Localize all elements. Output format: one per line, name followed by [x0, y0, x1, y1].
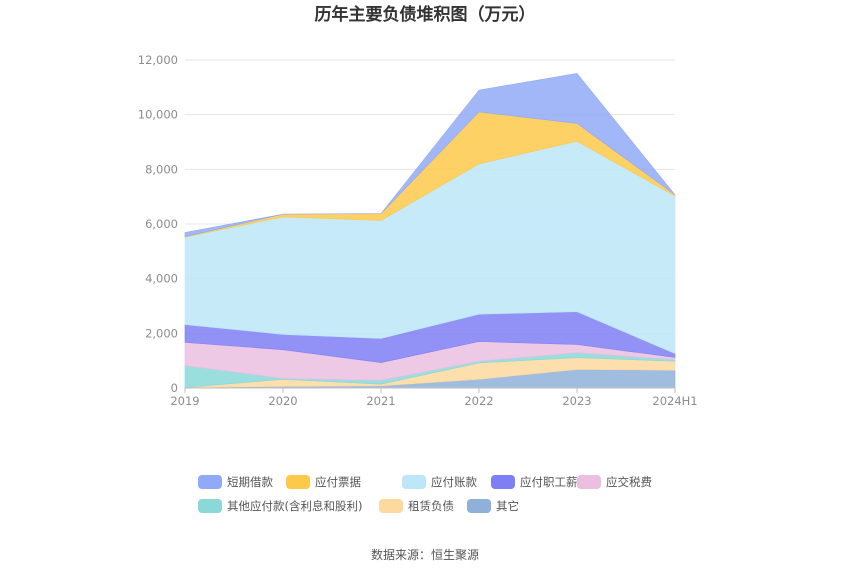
legend-label: 其它 [496, 499, 519, 513]
legend-swatch [467, 499, 491, 513]
x-tick-label: 2019 [170, 394, 199, 408]
legend-label: 短期借款 [227, 475, 273, 489]
legend-item[interactable]: 短期借款 [198, 475, 273, 489]
y-tick-label: 4,000 [145, 272, 178, 286]
y-tick-label: 0 [171, 381, 178, 395]
legend-item[interactable]: 应付账款 [402, 475, 477, 489]
x-tick-label: 2021 [366, 394, 395, 408]
y-tick-label: 10,000 [138, 108, 178, 122]
legend-item[interactable]: 应付职工薪酬 [491, 475, 589, 489]
data-source: 数据来源：恒生聚源 [371, 547, 479, 562]
axes: 0 2,000 4,000 6,000 8,000 10,000 12,000 2019 202… [138, 53, 698, 408]
legend-swatch [402, 475, 426, 489]
legend-swatch [491, 475, 515, 489]
legend-label: 应付票据 [315, 475, 361, 489]
x-tick-label: 2022 [464, 394, 493, 408]
legend-label: 应交税费 [606, 475, 652, 489]
area-series [184, 73, 676, 237]
x-tick-label: 2024H1 [652, 394, 697, 408]
legend-swatch [379, 499, 403, 513]
y-tick-label: 8,000 [145, 162, 178, 176]
plot-areas [184, 73, 676, 389]
legend-swatch [198, 499, 222, 513]
legend-swatch [577, 475, 601, 489]
legend-item[interactable]: 应付票据 [286, 475, 361, 489]
legend-swatch [286, 475, 310, 489]
legend-label: 其他应付款(含利息和股利) [227, 499, 362, 513]
legend-label: 应付账款 [431, 475, 477, 489]
y-tick-label: 12,000 [138, 53, 178, 67]
x-tick-label: 2023 [562, 394, 591, 408]
chart-title: 历年主要负债堆积图（万元） [315, 4, 536, 25]
y-tick-label: 2,000 [145, 326, 178, 340]
legend-item[interactable]: 其他应付款(含利息和股利) [198, 499, 362, 513]
legend-item[interactable]: 应交税费 [577, 475, 652, 489]
legend-label: 应付职工薪酬 [520, 475, 589, 489]
legend-label: 租赁负债 [408, 499, 454, 513]
legend-item[interactable]: 其它 [467, 499, 519, 513]
legend-item[interactable]: 租赁负债 [379, 499, 454, 513]
x-tick-label: 2020 [268, 394, 297, 408]
legend-swatch [198, 475, 222, 489]
y-tick-label: 6,000 [145, 217, 178, 231]
